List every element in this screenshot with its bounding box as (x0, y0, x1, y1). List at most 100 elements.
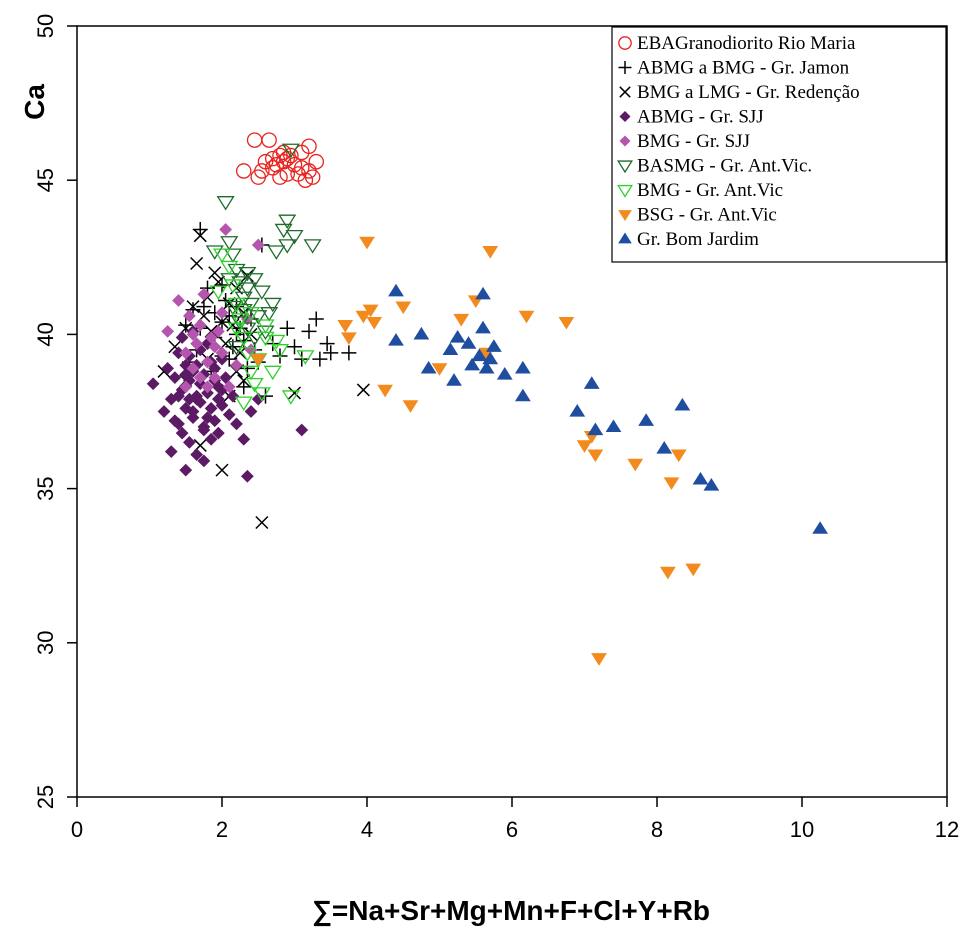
data-point (237, 374, 251, 388)
data-point (235, 163, 252, 179)
data-point (449, 330, 466, 343)
data-point (219, 223, 232, 236)
data-point (146, 377, 160, 391)
data-point (251, 392, 265, 406)
legend-marker (617, 160, 633, 174)
data-point (215, 306, 229, 320)
data-point (190, 448, 203, 462)
data-point (252, 285, 271, 300)
data-point (161, 361, 174, 375)
legend-label: BMG - Gr. SJJ (637, 131, 750, 152)
data-point (219, 371, 232, 384)
data-point (272, 348, 288, 364)
data-point (261, 132, 277, 148)
data-point (486, 339, 502, 352)
legend-marker (618, 210, 632, 221)
x-tick-label: 4 (361, 817, 373, 842)
data-point (172, 346, 185, 360)
data-point (223, 300, 242, 316)
x-tick-label: 12 (935, 817, 959, 842)
x-axis-title: ∑=Na+Sr+Mg+Mn+F+Cl+Y+Rb (312, 895, 710, 927)
y-tick-label: 25 (33, 785, 58, 809)
data-point (178, 317, 194, 333)
legend-marker (618, 36, 632, 50)
legend-label: ABMG - Gr. SJJ (637, 107, 764, 128)
data-point (260, 307, 279, 322)
series-4 (161, 223, 265, 394)
data-point (337, 320, 354, 333)
data-point (281, 390, 300, 405)
y-tick-label: 50 (33, 14, 58, 38)
data-point (223, 279, 242, 294)
data-point (270, 344, 290, 359)
data-point (685, 563, 702, 577)
data-point (179, 346, 193, 360)
data-point (250, 353, 267, 367)
data-point (186, 361, 200, 375)
data-point (183, 309, 196, 323)
data-point (515, 360, 531, 374)
data-point (464, 357, 480, 371)
data-point (172, 294, 185, 307)
data-point (587, 422, 604, 436)
data-point (558, 316, 575, 330)
data-point (161, 324, 174, 338)
data-point (201, 380, 214, 394)
data-point (475, 286, 491, 300)
data-point (518, 310, 535, 324)
data-point (293, 160, 310, 176)
data-point (703, 478, 720, 491)
data-point (241, 307, 261, 322)
legend-marker (619, 135, 631, 147)
data-point (278, 239, 297, 254)
data-point (252, 387, 271, 402)
data-point (244, 405, 258, 418)
data-point (496, 367, 513, 380)
legend-label: BSG - Gr. Ant.Vic (637, 205, 777, 226)
data-point (220, 260, 239, 276)
legend-marker (618, 61, 632, 74)
data-point (215, 463, 229, 477)
data-point (183, 435, 196, 449)
legend-marker (619, 86, 631, 98)
data-point (453, 313, 470, 327)
data-point (569, 404, 586, 417)
data-point (183, 392, 196, 406)
data-point (660, 566, 676, 580)
data-point (197, 423, 211, 437)
data-point (627, 458, 644, 472)
data-point (244, 343, 258, 357)
data-point (287, 386, 302, 400)
data-point (236, 379, 252, 395)
data-point (420, 360, 437, 374)
data-point (303, 239, 322, 254)
data-point (475, 320, 491, 334)
data-point (301, 138, 317, 155)
data-point (587, 449, 604, 463)
data-point (256, 319, 275, 334)
data-point (234, 303, 253, 319)
series-0 (235, 132, 325, 188)
data-point (215, 346, 229, 360)
data-point (209, 285, 228, 300)
data-point (201, 411, 214, 425)
legend-marker (619, 110, 631, 123)
data-point (241, 297, 261, 313)
data-point (230, 358, 243, 372)
data-point (193, 371, 207, 384)
x-tick-label: 0 (71, 817, 83, 842)
legend-label: EBAGranodiorito Rio Maria (637, 33, 856, 54)
data-point (265, 336, 281, 352)
data-point (638, 413, 654, 426)
data-point (283, 147, 299, 164)
data-point (377, 384, 393, 398)
x-tick-label: 10 (790, 817, 814, 842)
data-point (319, 336, 335, 352)
data-point (515, 388, 531, 402)
y-tick-label: 30 (33, 631, 58, 655)
data-point (220, 236, 239, 251)
data-point (576, 440, 593, 453)
data-point (175, 331, 189, 344)
data-point (227, 263, 246, 279)
legend-box (611, 26, 947, 263)
